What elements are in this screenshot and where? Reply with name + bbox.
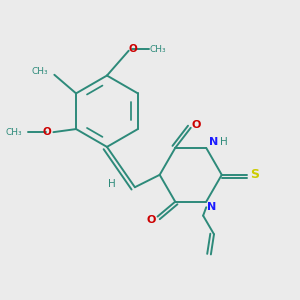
Text: CH₃: CH₃: [5, 128, 22, 137]
Text: CH₃: CH₃: [150, 45, 166, 54]
Text: O: O: [191, 120, 201, 130]
Text: H: H: [220, 137, 228, 147]
Text: O: O: [43, 127, 52, 137]
Text: N: N: [207, 202, 216, 212]
Text: O: O: [129, 44, 138, 54]
Text: H: H: [108, 179, 116, 189]
Text: CH₃: CH₃: [32, 67, 48, 76]
Text: S: S: [250, 168, 259, 181]
Text: O: O: [146, 215, 156, 225]
Text: N: N: [209, 137, 219, 147]
